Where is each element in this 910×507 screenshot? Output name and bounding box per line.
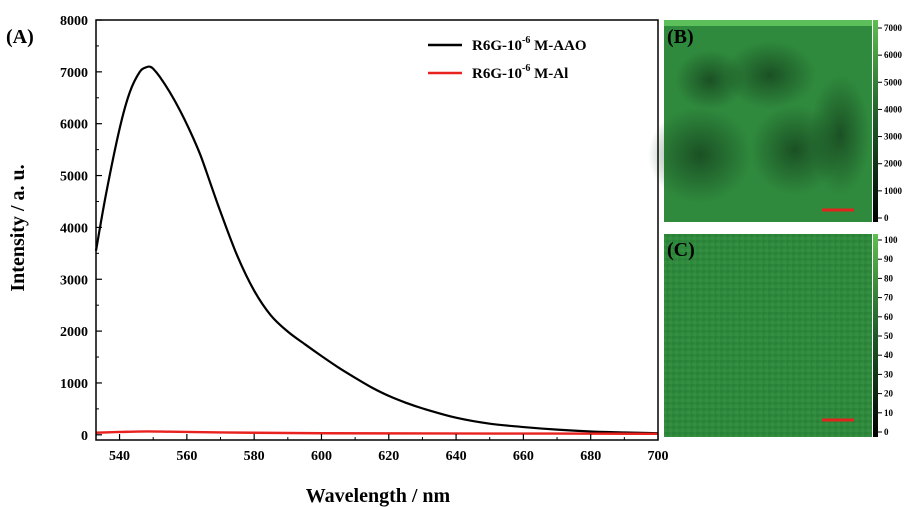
y-axis: 0 1000 2000 3000 4000 5000 6000 7000 8000 <box>60 14 102 444</box>
panel-c-map: (C) 0 10 20 30 40 50 60 70 80 90 100 <box>664 234 898 437</box>
panel-a-label: (A) <box>6 26 34 48</box>
series-line-1 <box>95 430 659 435</box>
x-tick-label: 540 <box>109 449 130 464</box>
legend: R6G-10-6 M-AAO R6G-10-6 M-Al <box>428 35 587 82</box>
map-b-dark-region <box>810 75 870 195</box>
y-tick-label: 4000 <box>60 221 88 236</box>
panel-b-label: (B) <box>667 26 694 48</box>
colorbar-tick-label: 4000 <box>884 104 903 114</box>
x-tick-label: 680 <box>580 449 601 464</box>
colorbar-tick-label: 3000 <box>884 132 903 142</box>
map-b-dark-region <box>648 107 752 203</box>
y-tick-label: 8000 <box>60 14 88 29</box>
y-axis-title: Intensity / a. u. <box>7 164 29 291</box>
colorbar-tick-label: 60 <box>884 312 894 322</box>
colorbar-tick-label: 70 <box>884 293 894 303</box>
map-b-top-edge <box>664 20 872 26</box>
colorbar-tick-label: 20 <box>884 389 894 399</box>
y-tick-label: 2000 <box>60 325 88 340</box>
x-axis: 540 560 580 600 620 640 660 680 700 <box>109 434 669 464</box>
y-tick-label: 0 <box>81 429 88 444</box>
y-tick-label: 7000 <box>60 66 88 81</box>
y-tick-label: 1000 <box>60 377 88 392</box>
panel-b-map: (B) 0 1000 2000 3000 4000 5000 6000 7000 <box>648 20 903 223</box>
colorbar-tick-label: 30 <box>884 369 894 379</box>
x-tick-label: 700 <box>648 449 669 464</box>
x-axis-title: Wavelength / nm <box>306 485 451 507</box>
map-b-dark-region <box>724 41 816 109</box>
colorbar-tick-label: 0 <box>884 213 889 223</box>
x-tick-label: 600 <box>311 449 332 464</box>
legend-label-1: R6G-10-6 M-Al <box>472 63 568 82</box>
colorbar-c <box>873 234 878 437</box>
panel-c-label: (C) <box>667 239 695 261</box>
colorbar-tick-label: 5000 <box>884 77 903 87</box>
x-tick-label: 560 <box>176 449 197 464</box>
x-tick-label: 660 <box>513 449 534 464</box>
colorbar-c-ticks: 0 10 20 30 40 50 60 70 80 90 100 <box>878 235 898 437</box>
colorbar-tick-label: 7000 <box>884 23 903 33</box>
colorbar-tick-label: 80 <box>884 273 894 283</box>
colorbar-tick-label: 90 <box>884 254 894 264</box>
colorbar-tick-label: 1000 <box>884 186 903 196</box>
colorbar-tick-label: 40 <box>884 350 894 360</box>
panel-a-spectrum: (A) 540 560 580 600 620 640 660 680 700 0 1000 200… <box>6 14 669 507</box>
series-group <box>94 65 659 435</box>
legend-label-0: R6G-10-6 M-AAO <box>472 35 587 54</box>
y-tick-label: 5000 <box>60 170 88 185</box>
colorbar-b-ticks: 0 1000 2000 3000 4000 5000 6000 7000 <box>878 23 903 223</box>
x-tick-label: 620 <box>378 449 399 464</box>
colorbar-tick-label: 100 <box>884 235 898 245</box>
y-tick-label: 3000 <box>60 273 88 288</box>
series-line-0 <box>94 65 659 435</box>
map-b-dark-region <box>675 50 745 110</box>
colorbar-tick-label: 10 <box>884 408 894 418</box>
map-c-image <box>664 234 872 437</box>
colorbar-b <box>873 20 878 222</box>
x-tick-label: 580 <box>244 449 265 464</box>
x-tick-label: 640 <box>446 449 467 464</box>
plot-frame <box>95 19 659 441</box>
y-tick-label: 6000 <box>60 118 88 133</box>
colorbar-tick-label: 0 <box>884 427 889 437</box>
colorbar-tick-label: 6000 <box>884 50 903 60</box>
colorbar-tick-label: 2000 <box>884 159 903 169</box>
colorbar-tick-label: 50 <box>884 331 894 341</box>
